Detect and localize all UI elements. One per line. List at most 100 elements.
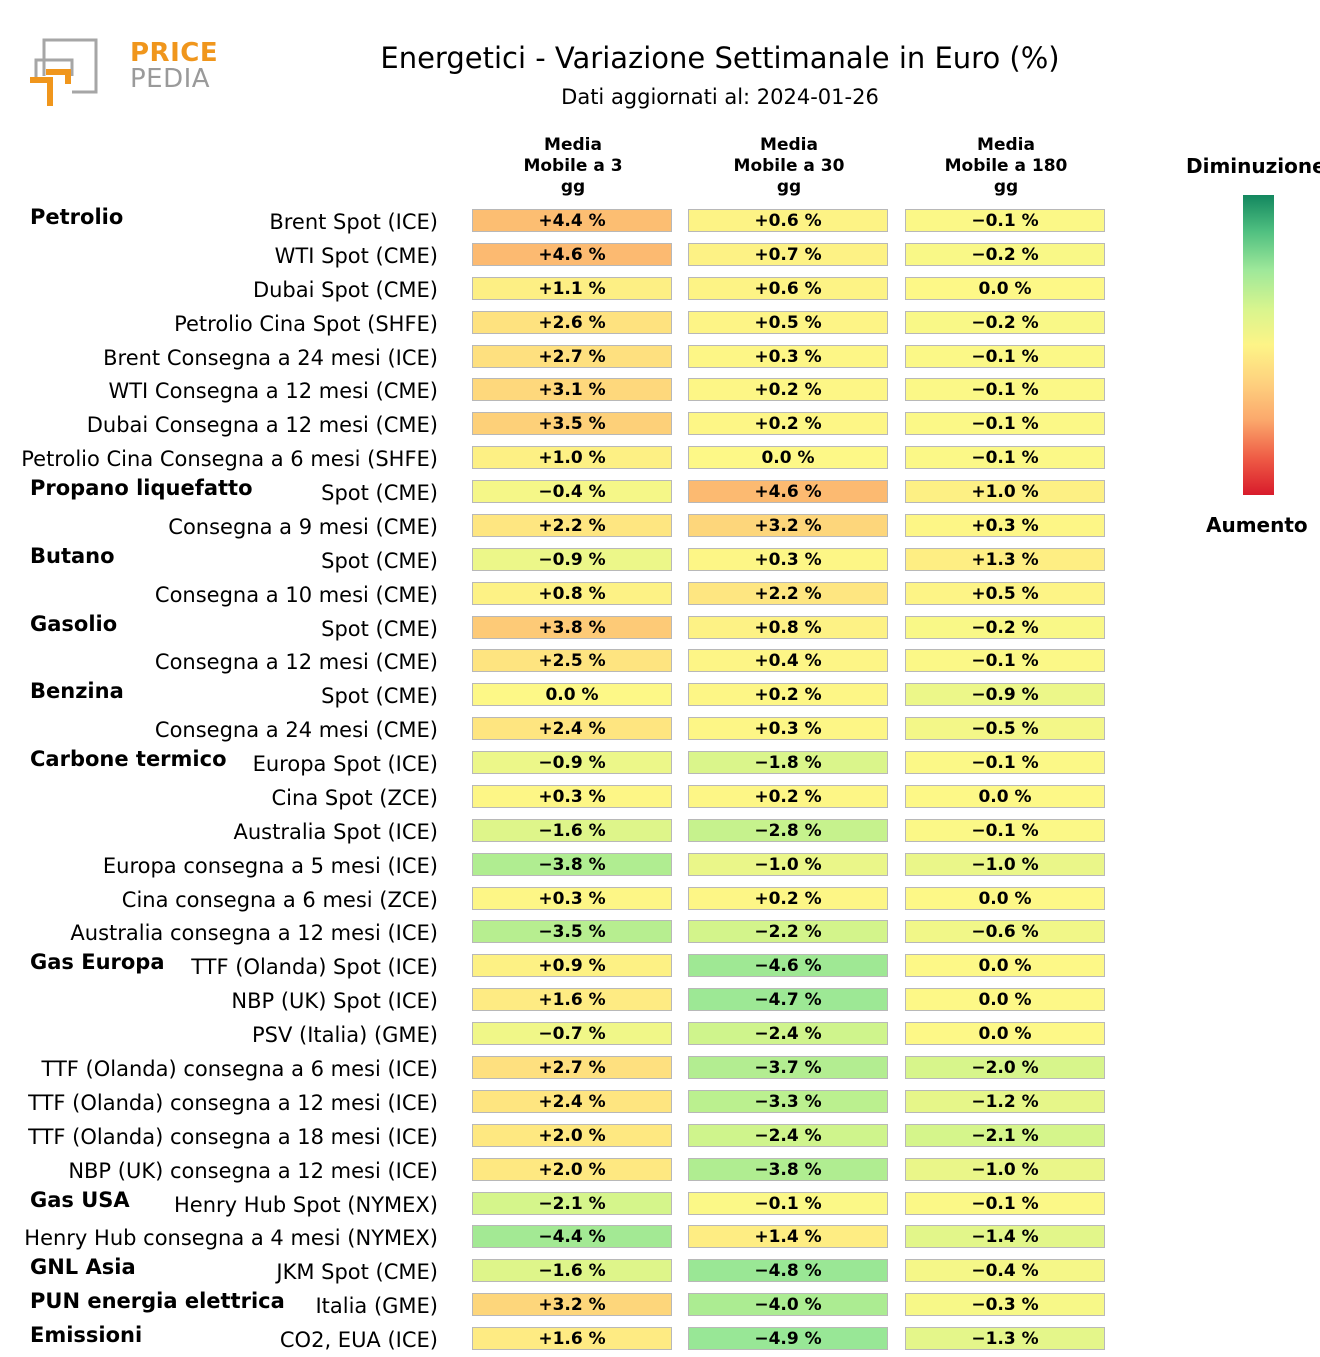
heatmap-cell: −0.1 % bbox=[905, 1191, 1105, 1215]
chart-subtitle: Dati aggiornati al: 2024-01-26 bbox=[561, 85, 879, 109]
heatmap-cell: −2.8 % bbox=[688, 818, 888, 842]
heatmap-cell: −1.6 % bbox=[472, 1259, 672, 1283]
row-label: TTF (Olanda) Spot (ICE) bbox=[191, 955, 438, 980]
row-label: Consegna a 12 mesi (CME) bbox=[154, 650, 438, 675]
heatmap-cell: +2.0 % bbox=[472, 1123, 672, 1147]
heatmap-cell: +0.6 % bbox=[688, 276, 888, 300]
heatmap-cell: +0.3 % bbox=[688, 344, 888, 368]
heatmap-cell: −0.1 % bbox=[905, 344, 1105, 368]
heatmap-cell: −0.9 % bbox=[472, 547, 672, 571]
heatmap-cell: −4.4 % bbox=[472, 1225, 672, 1249]
heatmap-cell: −0.7 % bbox=[472, 1022, 672, 1046]
heatmap-cell: −4.6 % bbox=[688, 954, 888, 978]
heatmap-cell: +2.6 % bbox=[472, 310, 672, 334]
heatmap-cell: +0.3 % bbox=[688, 717, 888, 741]
row-label: Henry Hub Spot (NYMEX) bbox=[174, 1192, 438, 1217]
group-label: Propano liquefatto bbox=[30, 476, 253, 501]
column-header: Media Mobile a 30 gg bbox=[733, 135, 845, 197]
heatmap-cell: +1.0 % bbox=[905, 480, 1105, 504]
row-label: PSV (Italia) (GME) bbox=[252, 1023, 438, 1048]
heatmap-cell: 0.0 % bbox=[905, 886, 1105, 910]
heatmap-cell: +2.4 % bbox=[472, 717, 672, 741]
group-label: Petrolio bbox=[30, 205, 124, 229]
heatmap-cell: −0.1 % bbox=[688, 1191, 888, 1215]
row-label: Dubai Consegna a 12 mesi (CME) bbox=[86, 413, 438, 438]
heatmap-cell: +0.2 % bbox=[688, 784, 888, 808]
row-label: Italia (GME) bbox=[315, 1294, 438, 1319]
row-label: NBP (UK) Spot (ICE) bbox=[231, 989, 438, 1014]
heatmap-cell: +4.4 % bbox=[472, 209, 672, 232]
heatmap-cell: −3.7 % bbox=[688, 1056, 888, 1079]
heatmap-cell: −2.4 % bbox=[688, 1022, 888, 1046]
heatmap-cell: +0.8 % bbox=[472, 581, 672, 605]
heatmap-cell: −4.0 % bbox=[688, 1293, 888, 1317]
heatmap-cell: +0.6 % bbox=[688, 209, 888, 232]
logo-mark-icon bbox=[30, 38, 98, 106]
group-label: Gas Europa bbox=[30, 950, 165, 975]
row-label: Spot (CME) bbox=[321, 481, 438, 506]
heatmap-cell: −0.4 % bbox=[905, 1259, 1105, 1283]
heatmap-cell: −0.2 % bbox=[905, 242, 1105, 266]
heatmap-cell: −0.1 % bbox=[905, 751, 1105, 775]
heatmap-cell: +0.9 % bbox=[472, 954, 672, 978]
row-label: Consegna a 24 mesi (CME) bbox=[154, 718, 438, 743]
heatmap-cell: −2.1 % bbox=[905, 1123, 1105, 1147]
heatmap-cell: +2.2 % bbox=[472, 513, 672, 537]
heatmap-cell: 0.0 % bbox=[472, 683, 672, 707]
heatmap-cell: 0.0 % bbox=[688, 446, 888, 470]
row-label: Brent Consegna a 24 mesi (ICE) bbox=[103, 345, 438, 370]
legend-color-bar bbox=[1243, 195, 1274, 495]
heatmap-cell: −4.8 % bbox=[688, 1259, 888, 1283]
heatmap-cell: +1.1 % bbox=[472, 276, 672, 300]
heatmap-cell: −0.1 % bbox=[905, 649, 1105, 673]
heatmap-cell: +3.8 % bbox=[472, 615, 672, 639]
group-label: PUN energia elettrica bbox=[30, 1289, 285, 1314]
row-label: CO2, EUA (ICE) bbox=[279, 1328, 438, 1353]
heatmap-cell: +3.1 % bbox=[472, 378, 672, 402]
heatmap-cell: −0.9 % bbox=[472, 751, 672, 775]
heatmap-cell: −1.0 % bbox=[905, 1157, 1105, 1181]
group-label: Carbone termico bbox=[30, 747, 227, 772]
row-label: Petrolio Cina Consegna a 6 mesi (SHFE) bbox=[21, 447, 438, 472]
heatmap-cell: −2.4 % bbox=[688, 1123, 888, 1147]
heatmap-cell: 0.0 % bbox=[905, 276, 1105, 300]
heatmap-cell: +1.4 % bbox=[688, 1225, 888, 1249]
row-label: TTF (Olanda) consegna a 12 mesi (ICE) bbox=[28, 1090, 438, 1115]
heatmap-cell: −0.2 % bbox=[905, 310, 1105, 334]
pricepedia-logo: PRICE PEDIA bbox=[28, 36, 218, 110]
heatmap-cell: −0.1 % bbox=[905, 378, 1105, 402]
row-label: Spot (CME) bbox=[321, 684, 438, 709]
heatmap-cell: +0.2 % bbox=[688, 683, 888, 707]
row-label: Dubai Spot (CME) bbox=[252, 277, 438, 302]
heatmap-cell: −0.9 % bbox=[905, 683, 1105, 707]
chart-title: Energetici - Variazione Settimanale in E… bbox=[380, 41, 1060, 75]
heatmap-cell: 0.0 % bbox=[905, 784, 1105, 808]
heatmap-cell: +0.3 % bbox=[905, 513, 1105, 537]
heatmap-cell: +2.7 % bbox=[472, 1056, 672, 1079]
row-label: Spot (CME) bbox=[321, 548, 438, 573]
heatmap-cell: +0.2 % bbox=[688, 412, 888, 436]
heatmap-cell: −1.4 % bbox=[905, 1225, 1105, 1249]
heatmap-cell: +2.0 % bbox=[472, 1157, 672, 1181]
group-label: Emissioni bbox=[30, 1323, 143, 1348]
heatmap-cell: +1.6 % bbox=[472, 988, 672, 1012]
row-label: Brent Spot (ICE) bbox=[269, 210, 438, 234]
heatmap-cell: −3.8 % bbox=[688, 1157, 888, 1181]
heatmap-cell: −0.1 % bbox=[905, 818, 1105, 842]
row-label: Cina Spot (ZCE) bbox=[271, 785, 438, 810]
heatmap-cell: +0.3 % bbox=[472, 886, 672, 910]
group-label: Gasolio bbox=[30, 611, 118, 636]
row-label: TTF (Olanda) consegna a 6 mesi (ICE) bbox=[41, 1057, 438, 1081]
heatmap-cell: −2.1 % bbox=[472, 1191, 672, 1215]
legend-bottom-label: Aumento bbox=[1206, 513, 1308, 537]
legend-top-label: Diminuzione bbox=[1186, 154, 1320, 178]
row-label: JKM Spot (CME) bbox=[276, 1260, 438, 1285]
heatmap-cell: +2.5 % bbox=[472, 649, 672, 673]
heatmap-cell: 0.0 % bbox=[905, 954, 1105, 978]
heatmap-cell: −0.1 % bbox=[905, 209, 1105, 232]
row-label: Henry Hub consegna a 4 mesi (NYMEX) bbox=[24, 1226, 438, 1251]
heatmap-cell: −1.0 % bbox=[688, 852, 888, 876]
logo-word-pedia: PEDIA bbox=[130, 64, 211, 94]
heatmap-cell: −0.6 % bbox=[905, 920, 1105, 944]
row-label: Europa Spot (ICE) bbox=[252, 752, 438, 777]
